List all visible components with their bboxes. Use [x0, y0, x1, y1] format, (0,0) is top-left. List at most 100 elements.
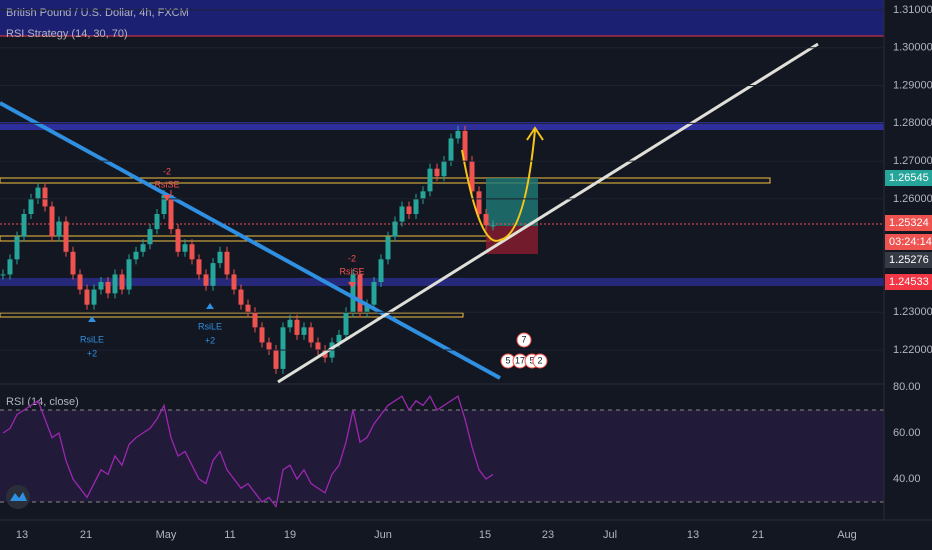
candle	[343, 312, 349, 335]
candle	[315, 342, 321, 350]
candle	[476, 191, 482, 214]
candle	[161, 195, 167, 214]
candle	[406, 206, 412, 214]
candle	[84, 289, 90, 305]
candle	[77, 274, 83, 290]
zone	[0, 122, 884, 130]
candle	[392, 221, 398, 237]
rsi-tick-label: 40.00	[893, 473, 921, 485]
candle	[119, 274, 125, 290]
rsi-title: RSI (14, close)	[6, 396, 79, 408]
candle	[21, 214, 27, 237]
zone	[0, 177, 771, 184]
candle	[147, 229, 153, 245]
signal-arrow	[88, 316, 96, 322]
candle	[196, 259, 202, 275]
countdown-bg	[885, 234, 932, 250]
signal-text: RsiSE	[154, 179, 179, 189]
candle	[112, 274, 118, 294]
arrow-head	[526, 126, 544, 141]
signal-qty: +2	[87, 348, 97, 358]
signal-text: RsiLE	[80, 334, 104, 344]
candle	[140, 244, 146, 252]
price-tick-label: 1.23000	[893, 306, 932, 318]
candle	[98, 282, 104, 290]
candle	[189, 244, 195, 260]
candle	[210, 263, 216, 286]
candle	[462, 130, 468, 162]
logo-mark	[10, 492, 27, 501]
date-label: Jun	[374, 529, 392, 541]
badge-count: 7	[521, 334, 526, 344]
candle	[434, 168, 440, 177]
badge-count: 5	[505, 355, 510, 365]
candle	[308, 327, 314, 343]
price-tick-label: 1.22000	[893, 344, 932, 356]
candle	[469, 161, 475, 192]
price-label-bg	[885, 215, 932, 231]
date-label: 23	[542, 529, 554, 541]
rsi-tick-label: 60.00	[893, 427, 921, 439]
candle	[56, 221, 62, 237]
candle	[105, 282, 111, 294]
price-tick-label: 1.30000	[893, 42, 932, 54]
candle	[238, 289, 244, 305]
date-label: 13	[16, 529, 28, 541]
candle	[448, 138, 454, 162]
candle	[0, 274, 6, 276]
date-label: Jul	[603, 529, 617, 541]
candle	[91, 289, 97, 305]
candle	[399, 206, 405, 222]
candle	[378, 259, 384, 282]
candle	[280, 327, 286, 369]
date-label: 19	[284, 529, 296, 541]
signal-text: RsiSE	[339, 266, 364, 276]
price-label-bg	[885, 170, 932, 186]
price-tick-label: 1.31000	[893, 4, 932, 16]
date-label: 13	[687, 529, 699, 541]
candle	[231, 274, 237, 290]
candle	[42, 187, 48, 207]
price-label-bg	[885, 252, 932, 268]
candle	[427, 168, 433, 192]
date-label: May	[156, 529, 177, 541]
candle	[224, 251, 230, 275]
zone	[0, 278, 884, 286]
candle	[385, 236, 391, 260]
price-tick-label: 1.29000	[893, 79, 932, 91]
signal-arrow	[348, 282, 356, 288]
countdown: 03:24:14	[889, 236, 932, 248]
candle	[245, 304, 251, 313]
rsi-line	[2, 394, 494, 509]
candle	[455, 130, 461, 139]
candle	[14, 236, 20, 260]
price-tick-label: 1.26000	[893, 193, 932, 205]
zone	[0, 0, 884, 36]
signal-text: RsiLE	[198, 321, 222, 331]
price-label: 1.25276	[889, 254, 929, 266]
price-label: 1.24533	[889, 276, 929, 288]
candle	[126, 259, 132, 290]
symbol: British Pound / U.S. Dollar, 4h, FXCM	[6, 7, 189, 19]
candle	[273, 350, 279, 369]
candle	[252, 312, 258, 328]
candle	[203, 274, 209, 286]
candle	[28, 198, 34, 214]
price-label-bg	[885, 274, 932, 290]
zone	[0, 312, 464, 318]
price-tick-label: 1.28000	[893, 117, 932, 129]
badge	[516, 332, 532, 348]
candle	[350, 274, 356, 313]
signal-qty: -2	[348, 253, 356, 263]
rsi-tick-label: 80.00	[893, 381, 921, 393]
candle	[168, 195, 174, 230]
candle	[490, 225, 496, 227]
candle	[441, 161, 447, 177]
candle	[301, 327, 307, 335]
price-label: 1.26545	[889, 172, 929, 184]
candle	[483, 214, 489, 226]
candle	[133, 251, 139, 260]
candle	[259, 327, 265, 343]
